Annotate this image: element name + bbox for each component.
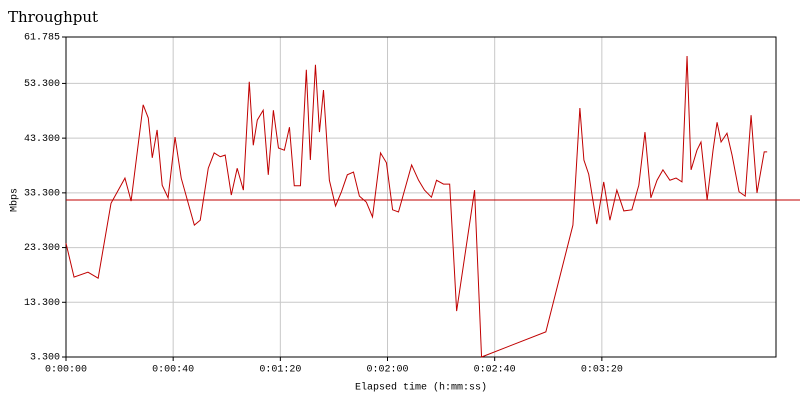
chart-title: Throughput xyxy=(8,8,98,26)
x-tick-label: 0:02:40 xyxy=(474,365,516,376)
y-tick-label: 53.300 xyxy=(24,79,60,90)
x-tick-label: 0:00:00 xyxy=(45,365,87,376)
y-tick-label: 33.300 xyxy=(24,188,60,199)
x-axis-label: Elapsed time (h:mm:ss) xyxy=(355,382,487,394)
x-tick-label: 0:02:00 xyxy=(367,365,409,376)
y-tick-label: 23.300 xyxy=(24,243,60,254)
y-axis-label: Mbps xyxy=(9,188,21,212)
plot-frame xyxy=(65,36,777,358)
x-tick-label: 0:03:20 xyxy=(581,365,623,376)
y-tick-label: 43.300 xyxy=(24,134,60,145)
x-tick-label: 0:01:20 xyxy=(259,365,301,376)
y-tick-label: 3.300 xyxy=(30,353,60,364)
y-tick-label: 13.300 xyxy=(24,298,60,309)
y-tick-label: 61.785 xyxy=(24,33,60,44)
throughput-line xyxy=(65,56,768,358)
x-tick-label: 0:00:40 xyxy=(152,365,194,376)
